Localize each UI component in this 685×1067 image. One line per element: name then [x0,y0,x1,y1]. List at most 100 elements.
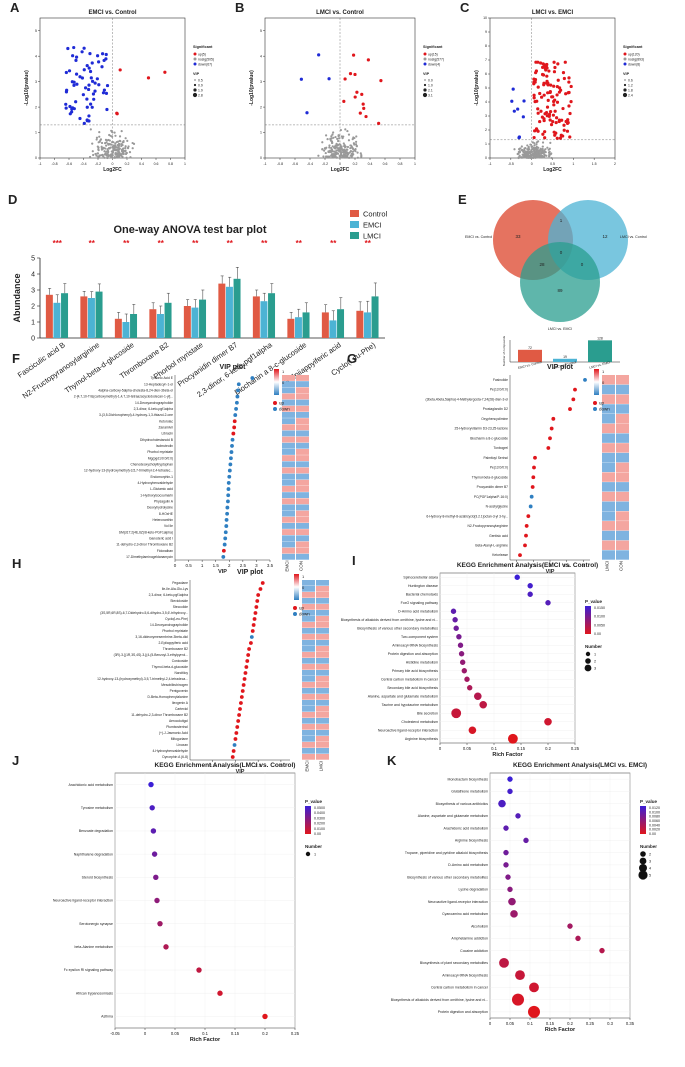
nosig-point [339,143,342,146]
x-tick-label: 0.25 [586,1021,595,1026]
bar-value: 128 [597,336,603,340]
vip-point [253,611,258,615]
nosig-point [541,150,544,153]
nosig-point [117,156,121,159]
up-point [558,136,563,140]
metabolite-label: L-Glutamic acid [150,487,173,491]
up-point [536,111,540,115]
x-axis-label: Rich Factor [545,1027,576,1033]
x-tick-label: 0 [439,746,442,751]
heat-cell [316,610,329,616]
up-point [364,114,368,119]
pathway-label: Biosynthesis of various other secondary … [357,626,438,630]
vip-point [247,647,251,651]
heat-cell [282,492,295,499]
heat-cell [282,547,295,554]
nosig-point [537,150,540,153]
heat-cell [602,404,615,414]
heat-cell [316,646,329,652]
pvalue-label: 0.00 [649,832,656,836]
vip-point [226,499,230,504]
enrichment-bubble [529,982,539,993]
nosig-point [521,148,524,152]
x-axis-label: VIP [546,569,555,575]
enrichment-bubble [458,651,465,657]
bar-value: 72 [528,346,532,350]
y-tick-label: 4 [485,100,487,104]
panel-letter: G [347,351,357,366]
down-point [299,77,303,81]
metabolite-label: Zanamivir [159,426,174,430]
count-bar [553,358,577,362]
up-point [542,93,546,97]
heat-cell [316,664,329,670]
nosig-point [125,151,128,155]
up-point [355,90,359,94]
bar-lmci [371,296,379,338]
heat-cell [302,646,315,652]
venn-label: LMCI vs. EMCI [548,327,572,331]
heat-cell [296,492,309,499]
vip-plot-H: H VIP plot 1.5 2 2.5 3 VIP Pegaulane Ile-Ile-Ala… [12,556,329,775]
vip-point [226,481,231,485]
down-point [72,80,76,84]
vip-point [226,493,231,498]
nosig-point [518,150,521,154]
up-point [567,104,571,108]
down-point [305,111,309,115]
legend-marker [623,57,627,61]
vip-point [526,514,531,519]
size-label: 2 [594,660,596,664]
nosig-point [322,155,325,158]
legend-title: Significant [623,45,643,49]
up-point [534,127,539,131]
heat-cell [616,384,629,395]
heat-cell [602,540,615,550]
enrichment-bubble [461,668,467,674]
kegg-bubble-I: I KEGG Enrichment Analysis(EMCI vs. Contr… [341,553,605,758]
up-point [536,107,540,111]
color-scale [594,369,599,395]
venn-count: 28 [539,262,545,267]
heat-cell [616,501,629,512]
metabolite-label: 11-dehydro-2,3-dinor Thromboxane B2 [116,543,173,547]
x-tick-label: 2.5 [255,763,262,768]
nosig-point [527,152,530,155]
significance-stars: ** [261,239,268,248]
down-point [88,52,92,56]
y-axis-label: -Log10(pvalue) [249,70,255,106]
vip-point [231,431,236,436]
vip-point [230,755,235,759]
metabolite-label: Linoxan [176,743,188,747]
nosig-point [517,156,520,160]
metabolite-label: SM(d17:2(4E,6Z)/8-keto-PGF1alpha) [119,530,173,534]
nosig-point [329,149,332,152]
vip-point [240,689,245,693]
metabolite-label: Ganoderic acid I [149,537,173,541]
pvalue-label: 0.0060 [649,819,660,823]
legend-marker-up [293,606,297,610]
x-tick-label: 0.4 [368,162,373,166]
down-point [78,75,82,79]
heat-cell [296,479,309,486]
metabolite-label: Procyanidin dimer B7 [477,485,509,489]
heat-cell [296,510,309,517]
enrichment-bubble [467,685,473,691]
pathway-label: Arachidonic acid metabolism [68,783,113,787]
nosig-point [100,141,104,145]
down-point [68,112,72,116]
heat-cell [316,622,329,628]
nosig-point [334,147,337,150]
enrichment-bubble [452,617,458,623]
metabolite-label: Endomorphin-1 [150,475,173,479]
metabolite-label: Thymol-beta-d-glucoside [152,665,188,669]
bar-control [218,283,226,338]
pathway-label: Biosynthesis of various other secondary … [407,875,488,879]
legend-entry: LMCI [363,232,381,241]
bar-emci [87,298,95,338]
nosig-point [534,147,537,150]
heat-cell [282,455,295,462]
vip-point [243,671,248,675]
vip-point [249,641,253,645]
heat-cell [316,730,329,736]
